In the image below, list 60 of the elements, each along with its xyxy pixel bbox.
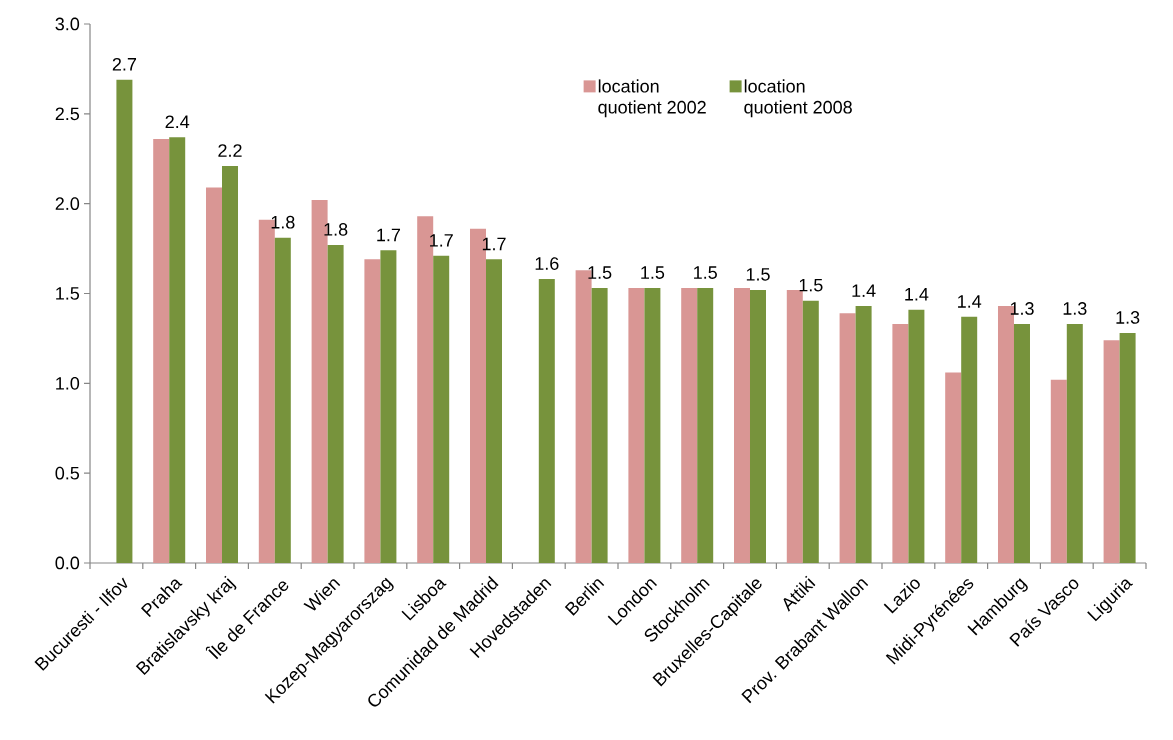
y-tick-label: 1.0 — [56, 376, 80, 390]
y-tick-label: 0.5 — [55, 466, 80, 480]
bar — [644, 288, 661, 563]
bar — [892, 324, 909, 563]
bar — [116, 79, 133, 563]
bar — [734, 288, 750, 563]
bar — [274, 237, 291, 563]
legend-label: location quotient 2002 — [598, 79, 706, 118]
data-label: 1.5 — [641, 266, 665, 279]
bar — [486, 259, 502, 563]
data-label: 1.3 — [1116, 311, 1140, 324]
bar — [628, 288, 645, 563]
data-label: 1.5 — [588, 266, 612, 279]
data-label: 1.5 — [799, 278, 823, 292]
y-tick-label: 1.5 — [56, 287, 80, 300]
bar — [1119, 333, 1136, 563]
bar — [591, 288, 608, 563]
data-label: 1.4 — [852, 284, 876, 297]
bar — [364, 259, 381, 563]
data-label: 1.3 — [1063, 302, 1087, 315]
bar — [839, 313, 856, 563]
bar — [169, 137, 186, 563]
data-label: 1.5 — [694, 266, 717, 279]
bar — [538, 279, 555, 563]
data-label: 1.4 — [905, 288, 929, 301]
data-label: 1.8 — [271, 215, 295, 229]
bar — [327, 244, 344, 563]
bar — [681, 288, 698, 563]
bar — [206, 187, 223, 563]
data-label: 2.2 — [218, 144, 242, 157]
bar — [908, 309, 925, 563]
bar — [697, 288, 714, 563]
bar — [802, 300, 819, 563]
data-label: 2.4 — [165, 115, 190, 128]
y-tick-label: 2.0 — [55, 197, 80, 211]
bar — [222, 165, 239, 563]
bar — [380, 250, 397, 563]
bar — [855, 306, 872, 563]
bar — [750, 289, 766, 563]
y-tick-label: 2.5 — [55, 107, 80, 121]
bar — [945, 372, 962, 563]
y-tick-label: 0.0 — [55, 556, 80, 570]
bar — [153, 138, 170, 563]
legend-label: location quotient 2008 — [744, 79, 852, 118]
bar — [433, 255, 450, 563]
data-label: 1.3 — [1010, 302, 1034, 315]
bar — [1066, 324, 1083, 563]
bar — [961, 316, 978, 563]
data-label: 1.4 — [958, 295, 982, 308]
bar — [1050, 379, 1067, 563]
data-label: 1.7 — [430, 234, 453, 247]
data-label: 1.8 — [324, 223, 348, 236]
y-tick-label: 3.0 — [55, 17, 80, 31]
bar — [1013, 324, 1030, 563]
data-label: 1.7 — [482, 237, 506, 251]
data-label: 1.7 — [377, 228, 401, 242]
data-label: 2.7 — [112, 57, 137, 71]
data-label: 1.5 — [746, 268, 770, 281]
data-label: 1.6 — [535, 257, 559, 270]
bar — [1103, 340, 1120, 563]
